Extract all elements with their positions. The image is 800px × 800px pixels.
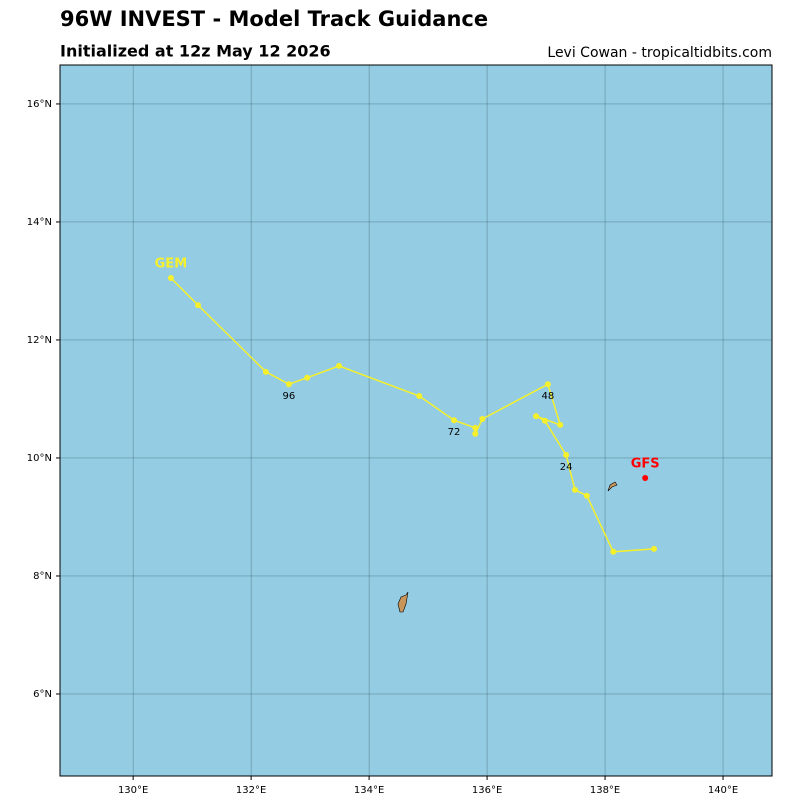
track-point (583, 492, 590, 499)
track-point (571, 486, 578, 493)
map-layer (60, 65, 772, 776)
track-point (610, 548, 617, 555)
x-tick-label: 138°E (590, 785, 620, 796)
track-line (170, 277, 655, 553)
hour-label: 96 (283, 391, 296, 402)
map-background (60, 65, 772, 776)
track-point (472, 424, 479, 431)
track-point (304, 374, 311, 381)
track-point (544, 381, 551, 388)
x-tick-label: 140°E (708, 785, 738, 796)
y-tick-label: 16°N (27, 99, 52, 110)
y-tick-label: 14°N (27, 217, 52, 228)
track-point (651, 545, 658, 552)
track-point (563, 452, 570, 459)
island (607, 481, 618, 492)
y-tick-label: 8°N (33, 571, 52, 582)
credit: Levi Cowan - tropicaltidbits.com (547, 45, 772, 61)
y-tick-label: 6°N (33, 689, 52, 700)
model-label: GFS (631, 457, 660, 472)
y-tick-label: 12°N (27, 335, 52, 346)
y-tick-label: 10°N (27, 453, 52, 464)
track-point (416, 393, 423, 400)
hour-label: 48 (541, 391, 554, 402)
track-point (336, 362, 343, 369)
hour-label: 72 (448, 427, 461, 438)
track-point (479, 416, 486, 423)
track-point (451, 417, 458, 424)
track-point (285, 381, 292, 388)
hour-label: 24 (560, 462, 573, 473)
plot-frame (59, 64, 773, 777)
chart-subtitle: Initialized at 12z May 12 2026 (60, 42, 331, 61)
track-point (533, 413, 540, 420)
track-point (541, 417, 548, 424)
track-point (262, 368, 269, 375)
track-point (472, 430, 479, 437)
track-point (195, 302, 202, 309)
track-point (557, 421, 564, 428)
tracks: 24 48 72 96 GEM GFS (155, 257, 660, 555)
x-tick-label: 134°E (354, 785, 384, 796)
track-point (642, 475, 649, 482)
island (397, 591, 409, 613)
x-tick-label: 130°E (118, 785, 148, 796)
chart-title: 96W INVEST - Model Track Guidance (60, 7, 488, 31)
model-label: GEM (155, 257, 188, 272)
track-point (167, 275, 174, 282)
x-tick-label: 136°E (472, 785, 502, 796)
x-tick-label: 132°E (236, 785, 266, 796)
